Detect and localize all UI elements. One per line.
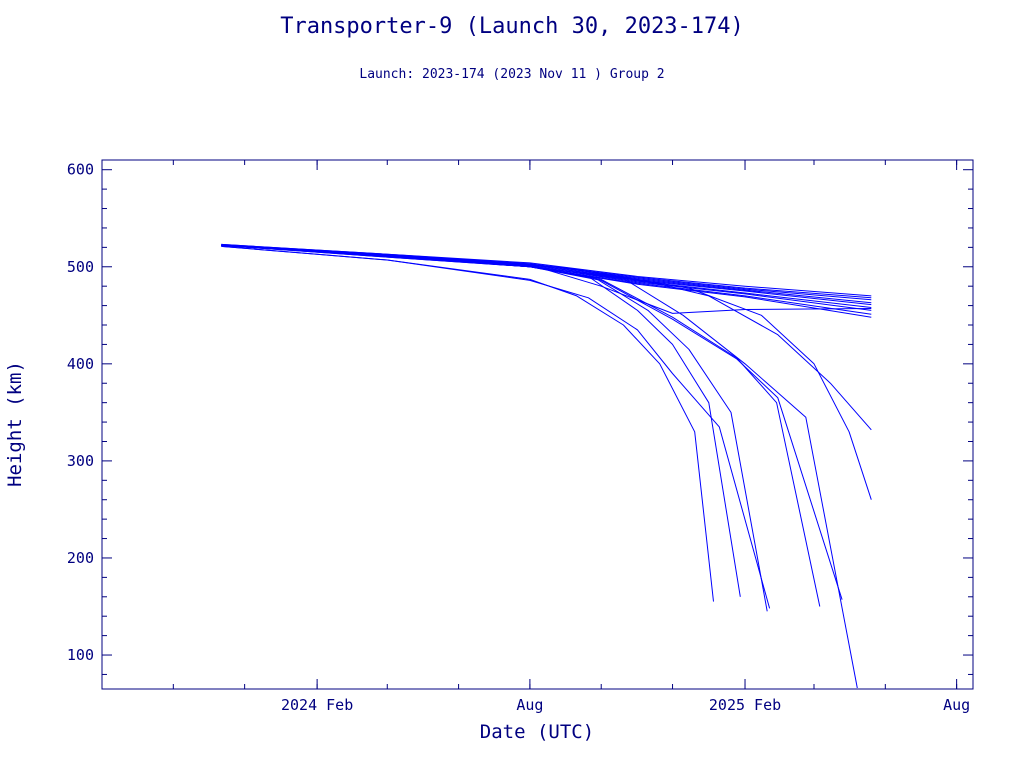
series-line-12 [221,244,872,500]
chart-subtitle: Launch: 2023-174 (2023 Nov 11 ) Group 2 [359,67,665,82]
series-line-7 [221,244,872,311]
y-tick-label: 100 [67,646,94,664]
series-line-19 [221,245,771,609]
series-line-13 [221,244,741,597]
series-line-16 [221,244,843,600]
plot-frame [101,159,974,690]
x-tick-label: Aug [516,696,543,714]
chart-title: Transporter-9 (Launch 30, 2023-174) [280,14,744,39]
series-line-15 [221,244,821,607]
y-tick-label: 400 [67,355,94,373]
series-line-3 [221,244,872,301]
y-tick-label: 200 [67,549,94,567]
x-tick-label: 2024 Feb [281,696,353,714]
x-tick-label: 2025 Feb [709,696,781,714]
series-line-9 [221,244,872,318]
y-axis-label: Height (km) [4,361,26,487]
y-tick-label: 500 [67,258,94,276]
series-line-11 [221,244,872,431]
x-axis-label: Date (UTC) [480,721,594,743]
series-line-17 [221,244,858,689]
series-line-14 [221,244,768,612]
y-tick-label: 300 [67,452,94,470]
series-line-10 [221,244,872,314]
y-tick-label: 600 [67,161,94,179]
series-line-8 [221,244,872,315]
x-tick-label: Aug [943,696,970,714]
